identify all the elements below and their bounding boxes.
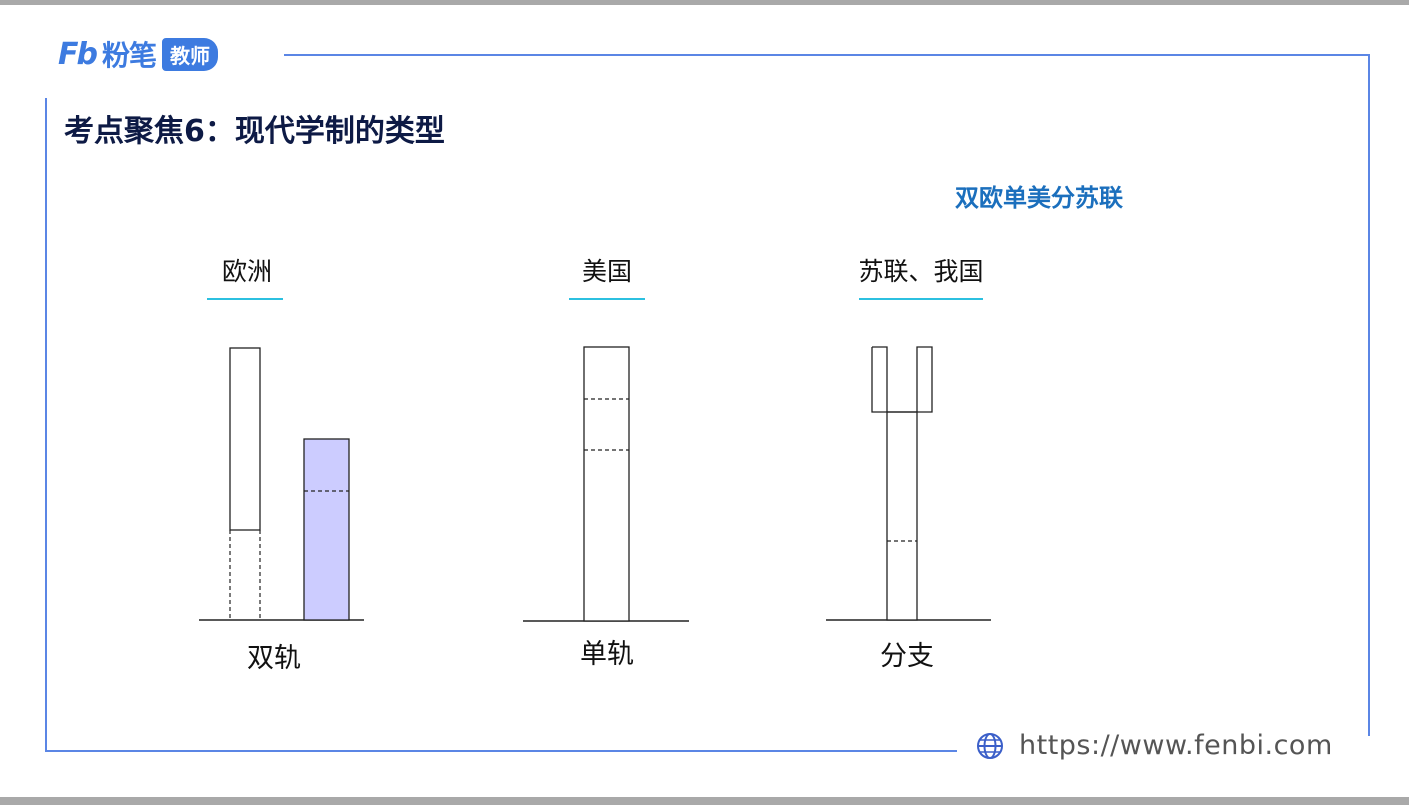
frame-line-bottom <box>45 750 957 752</box>
branched-main-column <box>886 411 918 621</box>
region-underline-europe <box>207 298 283 300</box>
dual-track-lower-track <box>303 438 350 621</box>
bottom-border <box>0 797 1409 805</box>
single-track-column <box>583 346 630 622</box>
dual-track-diagram <box>199 347 364 621</box>
region-label-europe: 欧洲 <box>221 257 272 286</box>
frame-line-top <box>284 54 1370 56</box>
footer-url[interactable]: https://www.fenbi.com <box>1019 730 1333 761</box>
footer-url-row: https://www.fenbi.com <box>975 730 1333 761</box>
region-label-ussr-china: 苏联、我国 <box>858 257 984 286</box>
region-underline-usa <box>569 298 645 300</box>
mnemonic-text: 双欧单美分苏联 <box>955 184 1123 212</box>
region-label-usa: 美国 <box>581 257 632 286</box>
slide-title: 考点聚焦6：现代学制的类型 <box>64 114 445 149</box>
branched-fork <box>871 346 933 413</box>
logo-fb-mark: Fb <box>58 36 98 72</box>
logo-text: 粉笔 <box>101 39 157 72</box>
branched-diagram <box>826 346 991 621</box>
logo-badge: 教师 <box>161 37 218 71</box>
type-label-single-track: 单轨 <box>580 639 634 670</box>
region-underline-ussr-china <box>859 298 983 300</box>
type-label-dual-track: 双轨 <box>247 643 301 674</box>
top-border <box>0 0 1409 5</box>
dual-track-upper-track <box>229 347 261 531</box>
type-label-branched: 分支 <box>880 641 934 672</box>
frame-line-left <box>45 98 47 752</box>
single-track-diagram <box>523 346 689 622</box>
frame-line-right <box>1368 54 1370 736</box>
globe-icon <box>977 732 1003 759</box>
fenbi-logo: Fb 粉笔 教师 <box>58 36 218 72</box>
